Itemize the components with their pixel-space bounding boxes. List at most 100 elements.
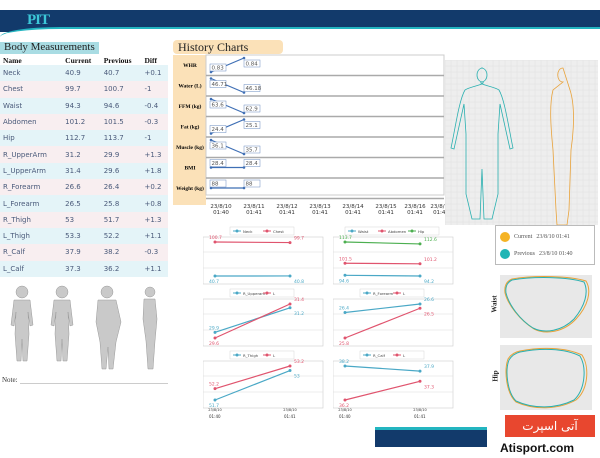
col-current: Current (65, 55, 92, 65)
cell-current: 40.9 (65, 69, 81, 78)
series-point (343, 364, 347, 368)
comparison-chart: Waist Abdomen Hip 94.6 94.2 101.5 101.2 113.7 11… (333, 226, 454, 285)
history-value-box (209, 179, 227, 188)
series-point (418, 242, 422, 246)
cell-previous: 38.2 (103, 248, 120, 257)
series-line (214, 369, 291, 401)
point-label: 38.2 (339, 359, 349, 365)
history-chart: WHR 0.83 0.84 Water (L) 46.71 46.18 FFM (kg) 63… (173, 54, 452, 216)
cell-name: R_Thigh (3, 215, 31, 224)
body-measurements-title: Body Measurements (0, 42, 99, 54)
figure-back (50, 285, 74, 362)
table-row: Chest 99.7 100.7 -1 (0, 81, 168, 98)
history-date: 23/8/15 (375, 204, 397, 210)
cell-previous: 94.6 (103, 101, 120, 110)
cell-diff: +1.1 (144, 264, 162, 273)
history-value-box (209, 141, 227, 150)
history-value: 88 (246, 182, 253, 188)
legend-marker (395, 291, 399, 295)
series-point (288, 306, 292, 310)
comparison-chart: R_Calf L 38.2 37.9 36.2 37.3 23/8/10 23/8/10 (333, 350, 454, 412)
history-time: 01:40 (213, 210, 229, 216)
history-point (242, 118, 246, 121)
point-label: 29.9 (209, 325, 219, 331)
series-point (288, 241, 292, 245)
table-row: L_Thigh 53.3 52.2 +1.1 (0, 227, 168, 245)
point-label: 53 (294, 374, 300, 380)
cell-name: Chest (3, 85, 24, 94)
series-point (418, 302, 422, 306)
history-date: 23/8/17 (430, 204, 452, 210)
history-point (209, 166, 213, 169)
point-label: 100.7 (209, 235, 222, 241)
cell-current: 53.3 (65, 232, 81, 241)
history-value-box (209, 80, 227, 88)
series-line (344, 303, 421, 314)
cell-name: Waist (3, 101, 23, 110)
table-row: R_Thigh 53 51.7 +1.3 (0, 211, 168, 228)
col-previous: Previous (103, 55, 132, 65)
history-point (242, 91, 246, 94)
cell-current: 37.3 (65, 264, 81, 273)
series-line (344, 262, 421, 265)
legend-marker (395, 353, 399, 357)
point-label: 25.8 (339, 341, 349, 347)
point-label: 94.6 (339, 278, 349, 284)
point-label: 40.7 (209, 279, 219, 285)
cell-current: 31.4 (65, 166, 81, 175)
cell-previous: 26.4 (103, 183, 120, 192)
series-point (288, 364, 292, 368)
x-tick-time: 01:41 (414, 414, 426, 419)
history-date: 23/8/16 (404, 204, 426, 210)
chart-legend (229, 226, 295, 236)
point-label: 101.2 (424, 257, 437, 263)
cell-previous: 29.9 (103, 150, 120, 159)
history-point (242, 152, 246, 156)
cell-diff: -0.3 (144, 248, 159, 257)
cell-diff: -0.4 (144, 101, 159, 110)
history-row-label: Fat (kg) (181, 124, 200, 131)
legend-current: Current 23/8/10 01:41 (500, 232, 570, 242)
point-label: 26.5 (424, 311, 434, 317)
history-value-box (243, 59, 261, 68)
cell-current: 26.6 (65, 183, 81, 192)
series-point (418, 274, 422, 278)
history-value-box (243, 179, 261, 188)
plot-area (203, 360, 324, 409)
legend-marker (265, 229, 269, 233)
table-row: Waist 94.3 94.6 -0.4 (0, 97, 168, 114)
legend-previous-date: 23/8/10 01:40 (539, 251, 573, 257)
legend-label: L (273, 353, 276, 358)
col-name: Name (3, 55, 22, 65)
history-point (209, 70, 213, 74)
legend-marker (365, 291, 369, 295)
series-point (343, 240, 347, 244)
series-line (214, 303, 291, 339)
comparison-chart: Neck Chest 40.7 40.8 100.7 99.7 (203, 226, 324, 285)
legend-marker (380, 229, 384, 233)
table-row: Abdomen 101.2 101.5 -0.3 (0, 113, 168, 131)
history-value: 25.1 (246, 123, 258, 129)
hip-shape-label: Hip (491, 370, 500, 382)
cell-diff: +1.3 (144, 215, 162, 224)
footer-bar (375, 427, 487, 447)
history-charts-title: History Charts (173, 40, 283, 54)
brand-logo: آتی اسپرت (505, 415, 595, 437)
figure-angle (95, 285, 122, 370)
note-line (20, 383, 168, 384)
series-line (214, 307, 291, 333)
history-value-box (243, 104, 261, 113)
table-row: Hip 112.7 113.7 -1 (0, 130, 168, 147)
history-time: 01:41 (246, 210, 262, 216)
series-line (214, 241, 291, 244)
brand-url: Atisport.com (500, 441, 575, 455)
history-value: 36.1 (212, 144, 224, 150)
history-time: 01:41 (407, 210, 423, 216)
cell-diff: +0.1 (144, 69, 162, 78)
current-dot-icon (500, 232, 510, 242)
legend-marker (265, 353, 269, 357)
history-point (242, 186, 246, 190)
history-value: 46.18 (246, 86, 262, 92)
history-row-label: Muscle (kg) (176, 144, 204, 151)
history-date: 23/8/12 (276, 204, 297, 210)
